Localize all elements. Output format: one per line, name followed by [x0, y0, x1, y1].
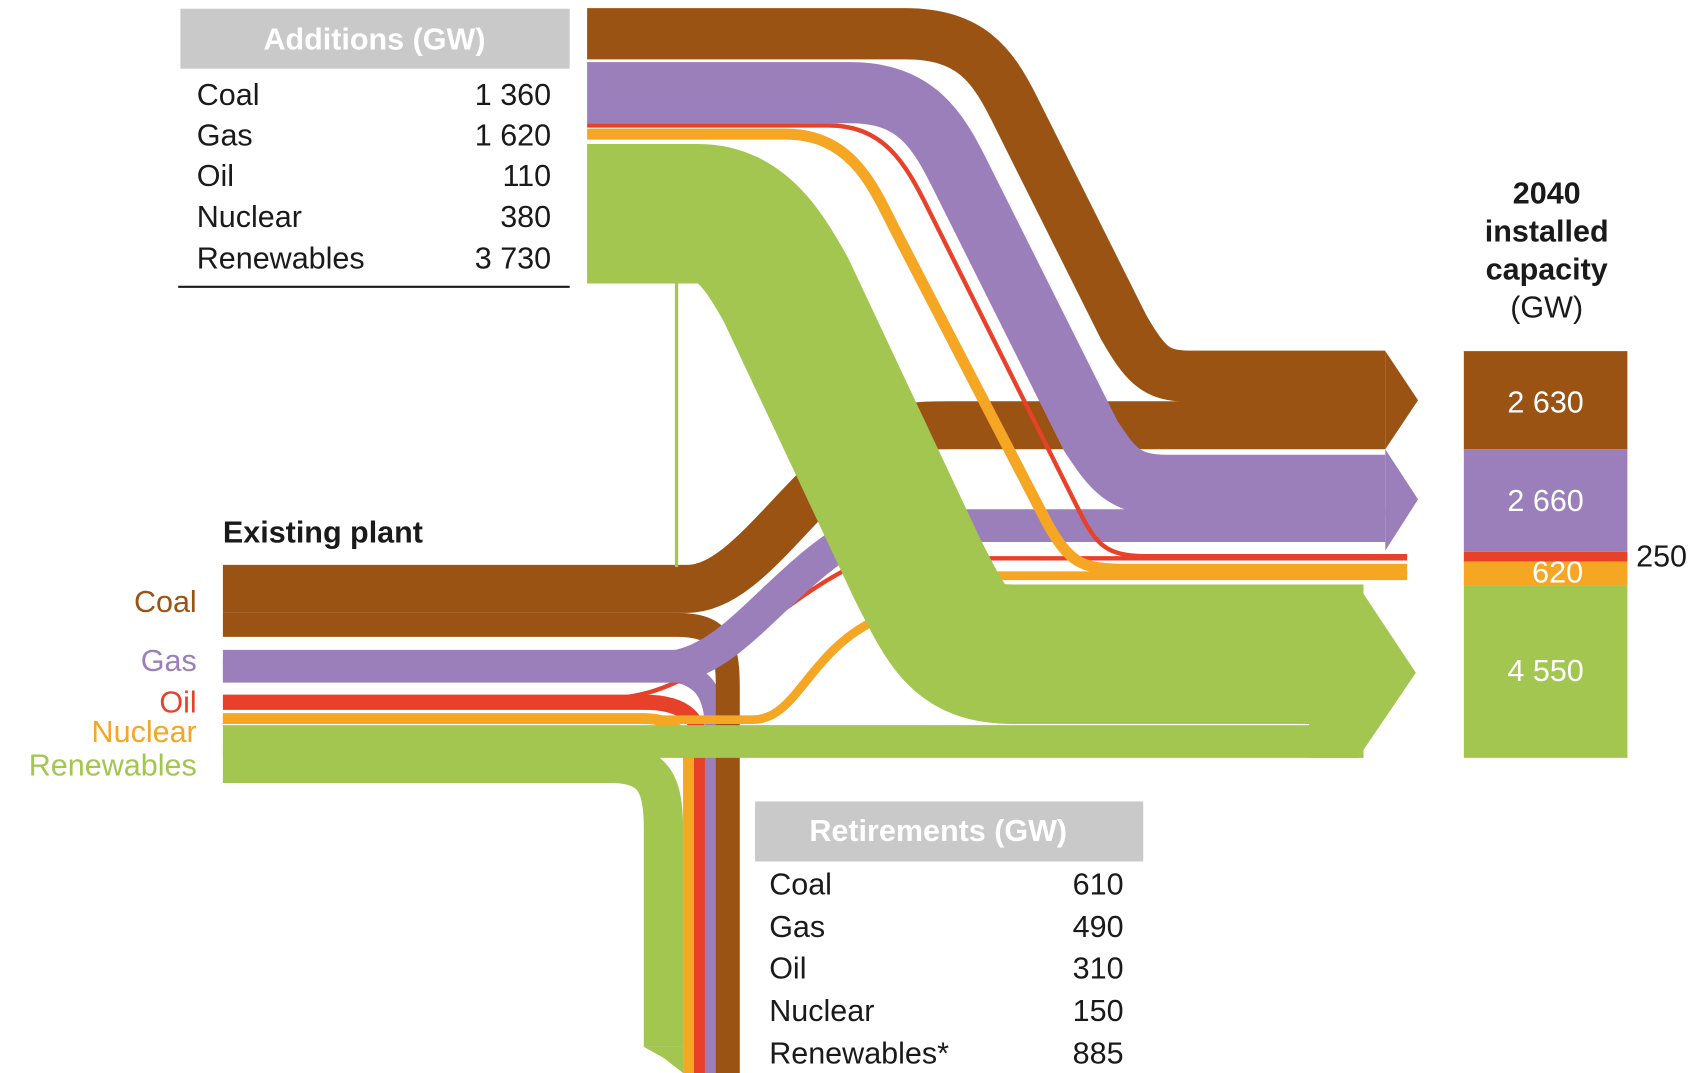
existing-label: Renewables — [29, 749, 197, 783]
flows — [222, 8, 1419, 1073]
row-label: Renewables* — [769, 1037, 949, 1071]
flow-renewables-retired — [222, 743, 684, 1047]
existing-label: Nuclear — [92, 715, 197, 749]
retirements-header — [755, 801, 1144, 862]
capacity-renewables — [1463, 585, 1628, 758]
capacity-value: 4 550 — [1507, 654, 1583, 688]
row-label: Nuclear — [197, 200, 302, 234]
existing-label: Coal — [134, 585, 197, 619]
flow-gas-additions — [587, 62, 1386, 516]
row-label: Nuclear — [769, 994, 874, 1028]
flow-end — [643, 1046, 684, 1073]
row-value: 110 — [502, 159, 551, 193]
row-label: Gas — [769, 910, 825, 944]
capacity-title: capacity — [1486, 253, 1608, 287]
row-label: Coal — [769, 868, 832, 902]
flow-nuclear-additions — [587, 128, 1408, 575]
row-label: Oil — [769, 952, 806, 986]
capacity-title: 2040 — [1513, 176, 1581, 210]
capacity-oil — [1463, 551, 1628, 562]
capacity-value: 2 630 — [1507, 386, 1583, 420]
capacity-title: (GW) — [1510, 291, 1583, 325]
capacity-value: 250 — [1636, 539, 1687, 573]
row-label: Oil — [197, 159, 234, 193]
existing-label: Oil — [159, 685, 196, 719]
row-value: 610 — [1073, 868, 1124, 902]
flow-renewables-additions — [587, 143, 1364, 725]
capacity-title: installed — [1485, 214, 1609, 248]
flow-coal-arrow — [1385, 351, 1419, 450]
additions-header — [180, 8, 570, 69]
row-label: Gas — [197, 118, 253, 152]
row-value: 1 620 — [475, 118, 551, 152]
row-value: 1 360 — [475, 78, 551, 112]
row-label: Renewables — [197, 242, 365, 276]
existing-label: Gas — [141, 644, 197, 678]
capacity-value: 2 660 — [1507, 484, 1583, 518]
capacity-nuclear — [1463, 561, 1628, 586]
row-value: 380 — [500, 200, 551, 234]
additions-title: Additions (GW) — [263, 22, 485, 56]
row-value: 885 — [1073, 1037, 1124, 1071]
retirements-title: Retirements (GW) — [809, 814, 1067, 848]
capacity-gas — [1463, 449, 1628, 552]
row-value: 310 — [1073, 952, 1124, 986]
row-label: Coal — [197, 78, 260, 112]
additions-rows: Coal 1 360 Gas 1 620 Oil 110 Nuclear 380… — [197, 78, 551, 276]
flow-renewables-arrow — [1308, 585, 1416, 758]
row-value: 490 — [1073, 910, 1124, 944]
capacity-value: 620 — [1532, 556, 1583, 590]
retirements-rows: Coal 610 Gas 490 Oil 310 Nuclear 150 Ren… — [769, 868, 1123, 1071]
capacity-coal — [1463, 351, 1628, 450]
flow-gas-arrow — [1385, 449, 1419, 551]
flow-coal-additions — [587, 8, 1386, 402]
row-value: 3 730 — [475, 242, 551, 276]
existing-title: Existing plant — [223, 515, 423, 549]
flow-oil-additions — [587, 123, 1408, 559]
row-value: 150 — [1073, 994, 1124, 1028]
